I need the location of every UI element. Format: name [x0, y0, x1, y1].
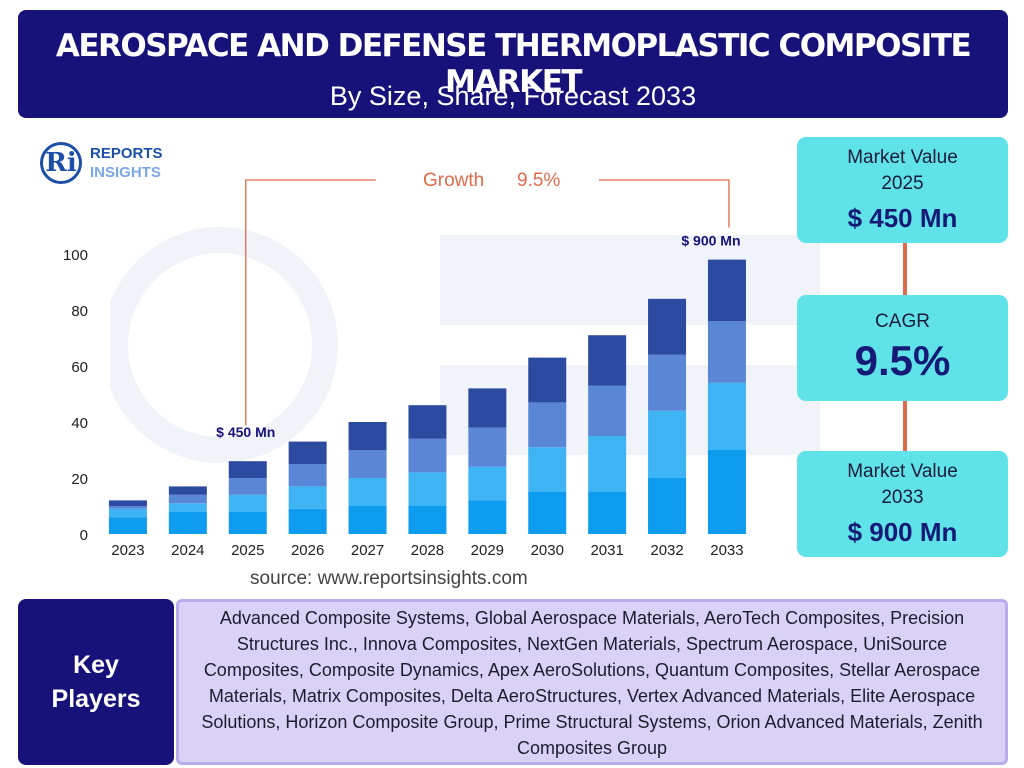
bar-segment [707, 450, 746, 534]
x-tick-label: 2029 [471, 542, 504, 559]
bar-segment [468, 427, 507, 467]
end-value-label: $ 900 Mn [681, 233, 740, 249]
bar-segment [168, 494, 207, 504]
x-tick-label: 2027 [351, 542, 384, 559]
bar-segment [408, 472, 447, 506]
market-value-2025-label: Market Value [847, 147, 958, 168]
bar-segment [588, 492, 627, 534]
bar-segment [707, 259, 746, 322]
bar-segment [648, 478, 687, 534]
y-tick-label: 20 [71, 471, 88, 488]
bar-segment [588, 436, 627, 492]
bar-segment [408, 405, 447, 439]
bar-segment [288, 486, 327, 509]
bar-segment [588, 385, 627, 436]
x-tick-label: 2025 [231, 542, 264, 559]
x-tick-label: 2030 [531, 542, 564, 559]
x-tick-label: 2026 [291, 542, 324, 559]
key-players-heading: Key Players [18, 599, 174, 765]
start-value-label: $ 450 Mn [216, 424, 275, 440]
bar-segment [108, 508, 147, 518]
y-tick-label: 80 [71, 303, 88, 320]
market-value-2025-panel: Market Value 2025 $ 450 Mn [797, 137, 1008, 243]
bar-segment [348, 450, 387, 478]
y-tick-label: 40 [71, 415, 88, 432]
cagr-value: 9.5% [854, 337, 951, 384]
bar-segment [408, 506, 447, 534]
bar-segment [648, 410, 687, 478]
logo-text-line1: REPORTS [90, 145, 163, 162]
bar-segment [288, 508, 327, 534]
bar-segment [468, 500, 507, 534]
bar-segment [588, 335, 627, 386]
bar-segment [168, 486, 207, 495]
bar-segment [468, 466, 507, 501]
logo-text-line2: INSIGHTS [90, 164, 161, 181]
bar-segment [228, 494, 267, 512]
bar-segment [707, 382, 746, 450]
y-tick-label: 60 [71, 359, 88, 376]
bar-segment [108, 506, 147, 509]
bar-segment [168, 503, 207, 512]
header-banner: AEROSPACE AND DEFENSE THERMOPLASTIC COMP… [18, 10, 1008, 118]
growth-value: 9.5% [517, 170, 560, 191]
growth-bracket-left [245, 179, 376, 426]
bar-segment [648, 354, 687, 411]
x-tick-label: 2031 [590, 542, 623, 559]
logo-mark: Ri [40, 142, 82, 184]
key-players-title-line2: Players [51, 685, 141, 713]
x-tick-label: 2032 [650, 542, 683, 559]
brand-logo: Ri REPORTS INSIGHTS [40, 142, 180, 186]
bar-segment [228, 478, 267, 495]
market-value-2033-value: $ 900 Mn [847, 517, 958, 547]
bar-segment [228, 511, 267, 534]
market-value-2025-year: 2025 [881, 173, 924, 194]
bar-segment [348, 478, 387, 506]
key-players-list: Advanced Composite Systems, Global Aeros… [176, 599, 1008, 765]
bar-segment [168, 511, 207, 534]
logo-text: REPORTS INSIGHTS [90, 144, 163, 182]
x-tick-label: 2024 [171, 542, 204, 559]
market-value-2033-year: 2033 [881, 487, 924, 508]
growth-bracket-right [598, 179, 730, 228]
x-tick-label: 2033 [710, 542, 743, 559]
cagr-label: CAGR [875, 311, 930, 332]
bar-segment [108, 500, 147, 506]
market-value-2033-panel: Market Value 2033 $ 900 Mn [797, 451, 1008, 557]
bar-segment [288, 464, 327, 487]
bar-segment [108, 517, 147, 534]
bar-chart: 0 20 40 60 80 100 2023 2024 2025 2026 2027 2028 2029… [63, 170, 746, 559]
bar-segment [528, 492, 567, 534]
bar-segment [348, 422, 387, 450]
bar-segment [468, 388, 507, 428]
y-tick-label: 0 [80, 527, 88, 544]
source-note: source: www.reportsinsights.com [250, 568, 528, 589]
bar-segment [707, 321, 746, 383]
bar-segment [528, 357, 567, 403]
bar-segment [648, 298, 687, 355]
market-value-2025-value: $ 450 Mn [847, 203, 958, 233]
page-subtitle: By Size, Share, Forecast 2033 [329, 81, 697, 111]
x-tick-label: 2028 [411, 542, 444, 559]
bar-segment [228, 461, 267, 478]
market-value-2033-label: Market Value [847, 461, 958, 482]
panel-connector [903, 243, 907, 295]
y-tick-label: 100 [63, 247, 88, 264]
bar-segment [348, 506, 387, 534]
bar-segment [408, 438, 447, 473]
bar-segment [288, 441, 327, 464]
cagr-panel: CAGR 9.5% [797, 295, 1008, 401]
bar-segment [528, 447, 567, 492]
page-title: AEROSPACE AND DEFENSE THERMOPLASTIC COMP… [55, 28, 972, 100]
key-players-title-line1: Key [73, 651, 119, 679]
bar-segment [528, 402, 567, 448]
panel-connector [903, 401, 907, 451]
growth-label: Growth [423, 170, 484, 191]
x-tick-label: 2023 [111, 542, 144, 559]
